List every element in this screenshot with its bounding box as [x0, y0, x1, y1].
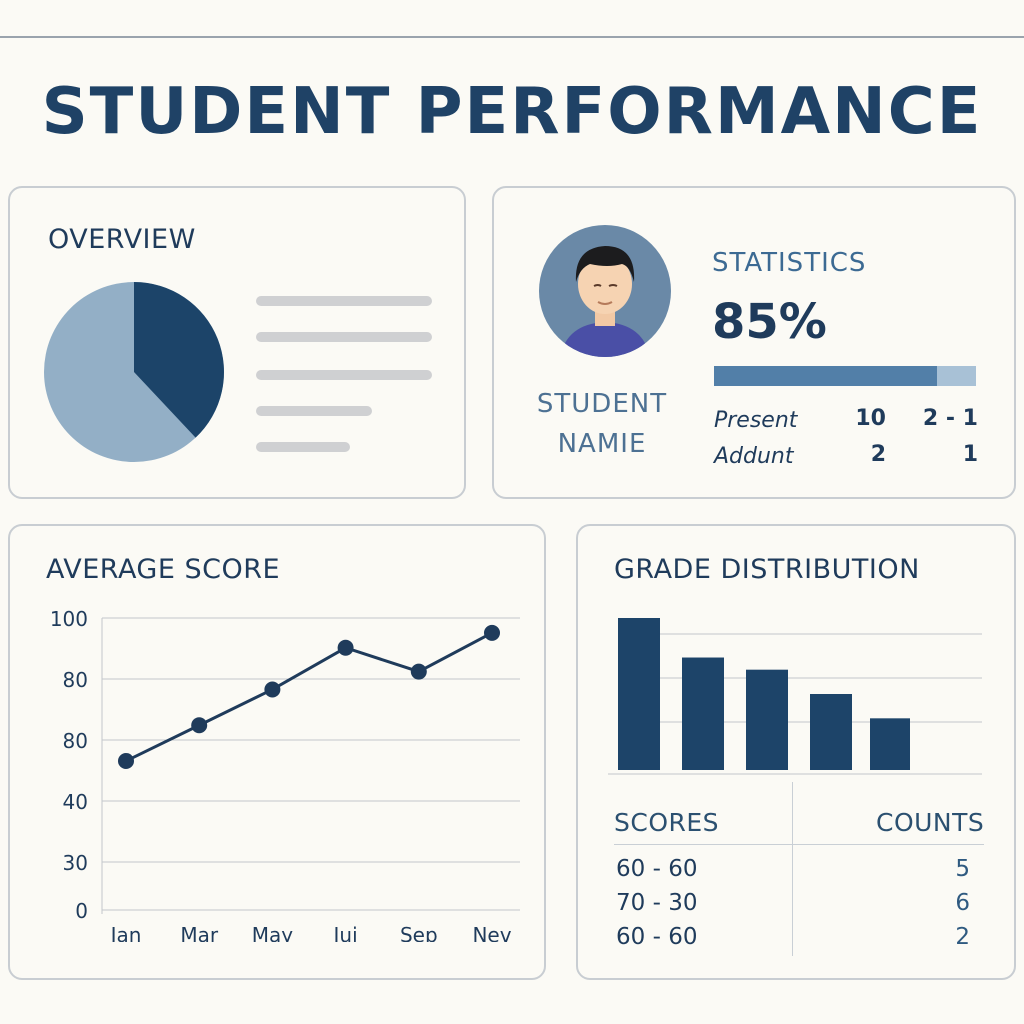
- line-chart-point: [264, 681, 281, 698]
- overview-title: OVERVIEW: [48, 224, 196, 255]
- statistics-title: STATISTICS: [712, 248, 867, 278]
- bar-chart-bar: [682, 657, 724, 770]
- grade-distribution-title: GRADE DISTRIBUTION: [614, 554, 920, 585]
- overview-line-3: [256, 370, 432, 380]
- grade-table-score-0: 60 - 60: [616, 856, 698, 882]
- page-title: STUDENT PERFORMANCE: [41, 75, 983, 149]
- line-chart-x-tick-label: Jan: [109, 923, 142, 942]
- average-score-title: AVERAGE SCORE: [46, 554, 281, 585]
- line-chart-point: [191, 717, 208, 734]
- line-chart-x-tick-label: Sep: [400, 923, 438, 942]
- student-name-line-2: NAMIE: [557, 429, 647, 459]
- line-chart-point: [410, 663, 427, 680]
- line-chart-y-tick-label: 0: [75, 899, 88, 923]
- overview-line-2: [256, 332, 432, 342]
- statistics-card: STUDENT NAMIE STATISTICS 85% Present 10 …: [492, 186, 1016, 499]
- bar-chart-bar: [746, 669, 788, 770]
- line-chart-x-tick-label: Mar: [180, 923, 219, 942]
- line-chart-point: [337, 639, 354, 656]
- stat-row-addunt-value-2: 1: [962, 442, 978, 467]
- bar-chart-bar: [810, 694, 852, 770]
- line-chart-y-tick-label: 100: [50, 607, 88, 631]
- line-chart-point: [484, 624, 500, 641]
- line-chart-x-tick-label: Nev: [472, 923, 511, 942]
- top-divider: [0, 36, 1024, 38]
- grade-table-header-rule: [614, 844, 984, 845]
- line-chart-x-tick-label: Jui: [332, 923, 358, 942]
- line-chart-y-tick-label: 40: [63, 790, 88, 814]
- overview-line-5: [256, 442, 350, 452]
- grade-table-header-scores: SCORES: [614, 808, 720, 837]
- stat-row-label-addunt: Addunt: [714, 444, 794, 469]
- stat-row-addunt-value-1: 2: [870, 442, 886, 467]
- grade-distribution-card: GRADE DISTRIBUTION SCORES COUNTS 60 - 60…: [576, 524, 1016, 980]
- stat-row-present-value-1: 10: [855, 406, 886, 431]
- statistics-percent: 85%: [712, 294, 827, 350]
- student-avatar: [539, 225, 671, 357]
- overview-line-4: [256, 406, 372, 416]
- stat-row-present-value-2: 2 - 1: [922, 406, 978, 431]
- line-chart-y-tick-label: 80: [63, 668, 88, 692]
- grade-table-count-0: 5: [955, 856, 970, 882]
- overview-line-1: [256, 296, 432, 306]
- pie-slice-dark: [134, 282, 224, 438]
- overview-card: OVERVIEW: [8, 186, 466, 499]
- line-chart-y-tick-label: 80: [63, 729, 88, 753]
- average-score-line-chart: 100 80 80 40 30 0 Jan Mar May Jui Sep Nev: [50, 607, 520, 942]
- average-score-card: AVERAGE SCORE 100 80 80 40 30 0 Jan Mar May Jui Se…: [8, 524, 546, 980]
- statistics-progress-fill: [714, 366, 937, 386]
- grade-table-header-counts: COUNTS: [876, 808, 985, 837]
- line-chart-point: [118, 753, 134, 769]
- line-chart-y-tick-label: 30: [63, 851, 88, 875]
- overview-pie-chart: [44, 282, 224, 462]
- stat-row-label-present: Present: [714, 408, 798, 433]
- grade-table-count-1: 6: [955, 890, 970, 916]
- grade-table-column-rule: [792, 782, 793, 956]
- statistics-progress-bar: [714, 366, 976, 386]
- grade-table-score-2: 60 - 60: [616, 924, 698, 950]
- grade-table-count-2: 2: [955, 924, 970, 950]
- student-name-line-1: STUDENT: [536, 389, 668, 419]
- grade-table-score-1: 70 - 30: [616, 890, 698, 916]
- line-chart-x-tick-label: May: [252, 923, 294, 942]
- grade-distribution-bar-chart: [608, 618, 982, 775]
- line-chart-series-line: [125, 631, 493, 763]
- bar-chart-bar: [870, 718, 910, 770]
- bar-chart-bar: [618, 618, 660, 770]
